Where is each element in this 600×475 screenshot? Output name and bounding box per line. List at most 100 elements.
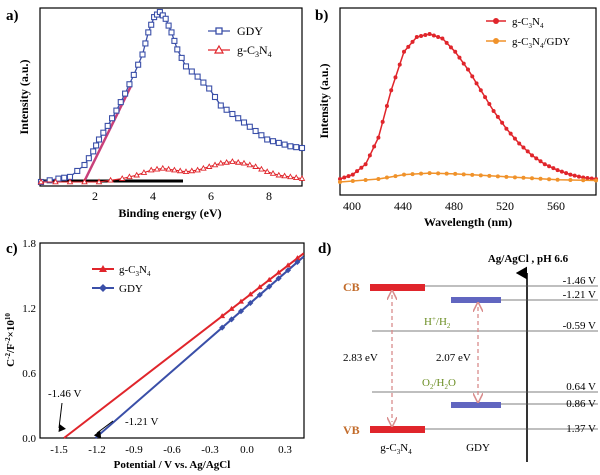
level-label: -1.46 V xyxy=(563,275,596,287)
gdy-series-point xyxy=(74,167,81,174)
gcn-gdy-pl-series-point xyxy=(538,176,543,181)
legend-marker xyxy=(493,18,499,24)
gdy-series-point xyxy=(145,29,152,36)
gcn-series-point xyxy=(118,175,126,181)
gdy-series-point xyxy=(182,63,190,70)
gdy-series-point xyxy=(100,129,107,136)
gcn-series-point xyxy=(298,175,306,181)
gcn-gdy-pl-series-point xyxy=(427,171,432,176)
gdy-ms-point xyxy=(275,275,282,282)
gdy-series-point xyxy=(223,106,230,113)
panel-b-xticks: 400 440 480 520 560 xyxy=(343,199,565,213)
gdy-series-point xyxy=(229,110,236,118)
gcn-gdy-pl-series-point xyxy=(478,173,483,178)
gcn-pl-series-point xyxy=(338,177,342,182)
gcn-gdy-pl-series-point xyxy=(547,177,552,182)
gdy-series-point xyxy=(61,174,68,181)
gcn-series-point xyxy=(240,159,248,166)
gcn-gdy-pl-series-point xyxy=(363,178,368,183)
gcn-pl-series-point xyxy=(448,45,453,50)
gcn-pl-series-point xyxy=(589,176,594,181)
gdy-series-point xyxy=(85,155,92,162)
gdy-series-point xyxy=(109,115,116,122)
gcn-gdy-pl-series-point xyxy=(410,172,415,177)
gcn-gdy-pl-series-point xyxy=(384,175,389,180)
gcn-pl-series-point xyxy=(551,166,556,171)
gcn-pl-series-point xyxy=(419,33,424,38)
legend-marker xyxy=(215,27,223,35)
gdy-ms-point xyxy=(256,291,263,298)
panel-b: b) 400 440 480 520 560 Wavelength (nm) I… xyxy=(315,7,598,229)
gcn-pl-series-point xyxy=(534,156,539,161)
gcn-pl-series-point xyxy=(538,159,543,164)
gdy-series-point xyxy=(275,139,282,146)
gcn-pl-series-point xyxy=(525,149,530,154)
gdy-series-point xyxy=(126,81,133,88)
gcn-gdy-pl-series-point xyxy=(338,180,342,184)
gcn-series-point xyxy=(246,161,254,168)
panel-b-legend: g-C3N4 g-C3N4/GDY xyxy=(486,16,570,50)
gdy-series-point xyxy=(264,136,271,143)
gcn-series-point xyxy=(269,169,277,176)
x-tick-label: -1.5 xyxy=(50,444,68,456)
gcn-series-point xyxy=(275,171,283,178)
gcn-pl-series-point xyxy=(483,95,488,100)
legend-marker xyxy=(99,284,107,292)
legend-marker xyxy=(213,44,225,54)
gcn-pl-series-point xyxy=(380,119,385,124)
gcn-gdy-pl-series-point xyxy=(419,171,424,176)
gcn-series-point xyxy=(182,168,190,175)
gdy-ms-point xyxy=(294,259,301,266)
panel-b-frame xyxy=(339,7,597,196)
gcn-gdy-pl-series-point xyxy=(594,178,598,183)
gcn-pl-series-point xyxy=(355,169,360,174)
annotation-arrow xyxy=(93,420,114,439)
gcn-pl-series-point xyxy=(440,36,445,41)
gcn-series-point xyxy=(188,167,196,174)
gcn-pl-series-point xyxy=(542,162,547,167)
gcn-pl-series-point xyxy=(500,120,505,125)
gcn-pl-series-point xyxy=(572,173,577,178)
gcn-vb-band xyxy=(370,426,425,433)
gcn-series-point xyxy=(223,158,230,165)
gdy-gap-label: 2.07 eV xyxy=(436,352,471,364)
gcn-ms-point xyxy=(256,284,263,290)
panel-d-label: d) xyxy=(318,241,331,257)
y-tick-label: 1.8 xyxy=(22,238,36,250)
y-axis-label: C-2/F-2×1010 xyxy=(4,313,17,367)
panel-c-plot xyxy=(63,252,305,439)
gcn-pl-series-point xyxy=(436,34,441,39)
gdy-cb-band xyxy=(451,297,501,303)
panel-c-xticks: -1.5 -1.2 -0.9 -0.6 -0.3 0.0 0.3 xyxy=(50,444,292,456)
gcn-ms-point xyxy=(237,298,244,304)
annotation-arrow xyxy=(58,402,66,432)
gcn-gdy-pl-series-point xyxy=(487,173,492,178)
gdy-series-point xyxy=(217,102,224,109)
gcn-pl-series-point xyxy=(350,172,355,177)
gcn-pl-series-point xyxy=(504,126,509,131)
gcn-series-point xyxy=(229,158,236,164)
panel-a-label: a) xyxy=(6,8,19,24)
gcn-gdy-pl-series-point xyxy=(495,174,500,179)
gcn-pl-series-point xyxy=(559,169,564,174)
gcn-pl-series-point xyxy=(457,55,462,60)
level-label: 0.86 V xyxy=(566,398,596,410)
gcn-series-point xyxy=(66,178,74,185)
gdy-series-point xyxy=(200,79,207,86)
gdy-series-point xyxy=(171,37,178,44)
gcn-ms-point xyxy=(247,291,254,297)
gdy-series-point xyxy=(211,93,219,101)
gcn-pl-series-point xyxy=(423,32,428,37)
gdy-series-point xyxy=(55,175,62,182)
gcn-ms-point xyxy=(219,313,226,319)
legend-label: g-C3N4/GDY xyxy=(512,36,570,50)
gcn-pl-series-line xyxy=(339,33,597,180)
x-tick-label: 8 xyxy=(266,189,272,203)
gdy-series-point xyxy=(188,68,195,75)
gcn-pl-series-point xyxy=(487,102,492,107)
gcn-pl-series-point xyxy=(470,74,475,79)
gdy-ms-point xyxy=(285,267,292,274)
gcn-series-point xyxy=(252,163,259,169)
gcn-series-point xyxy=(52,178,59,185)
gcn-series-point xyxy=(95,178,103,185)
